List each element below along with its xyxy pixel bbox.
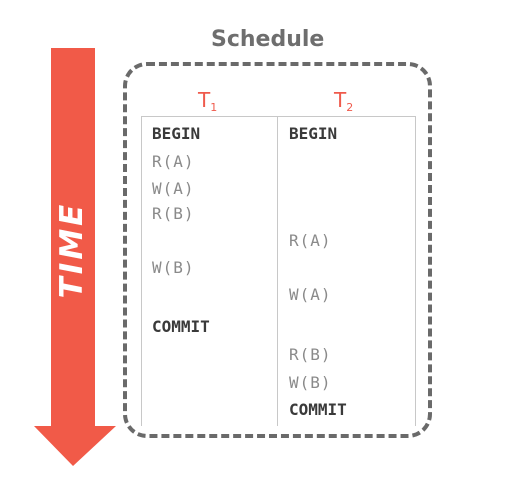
txn-subscript-t1: 1 <box>210 101 218 114</box>
t1-read-a: R(A) <box>152 152 195 171</box>
schedule-table <box>141 116 416 426</box>
t1-begin: BEGIN <box>152 124 201 143</box>
time-arrow <box>34 48 116 466</box>
time-label: TIME <box>54 201 90 299</box>
t1-read-b: R(B) <box>152 204 195 223</box>
t1-commit: COMMIT <box>152 317 210 336</box>
t2-read-a: R(A) <box>289 231 332 250</box>
txn-subscript-t2: 2 <box>346 101 354 114</box>
txn-header-t1: T1 <box>198 88 217 114</box>
t2-commit: COMMIT <box>289 400 347 419</box>
t2-write-a: W(A) <box>289 285 332 304</box>
time-arrow-shape <box>34 48 116 466</box>
txn-name-t1: T <box>198 88 211 112</box>
t2-read-b: R(B) <box>289 345 332 364</box>
column-divider <box>277 116 278 426</box>
t2-begin: BEGIN <box>289 124 338 143</box>
t2-write-b: W(B) <box>289 373 332 392</box>
txn-header-t2: T2 <box>334 88 353 114</box>
txn-name-t2: T <box>334 88 347 112</box>
t1-write-b: W(B) <box>152 258 195 277</box>
t1-write-a: W(A) <box>152 179 195 198</box>
schedule-title: Schedule <box>211 27 325 52</box>
schedule-box <box>123 62 432 438</box>
